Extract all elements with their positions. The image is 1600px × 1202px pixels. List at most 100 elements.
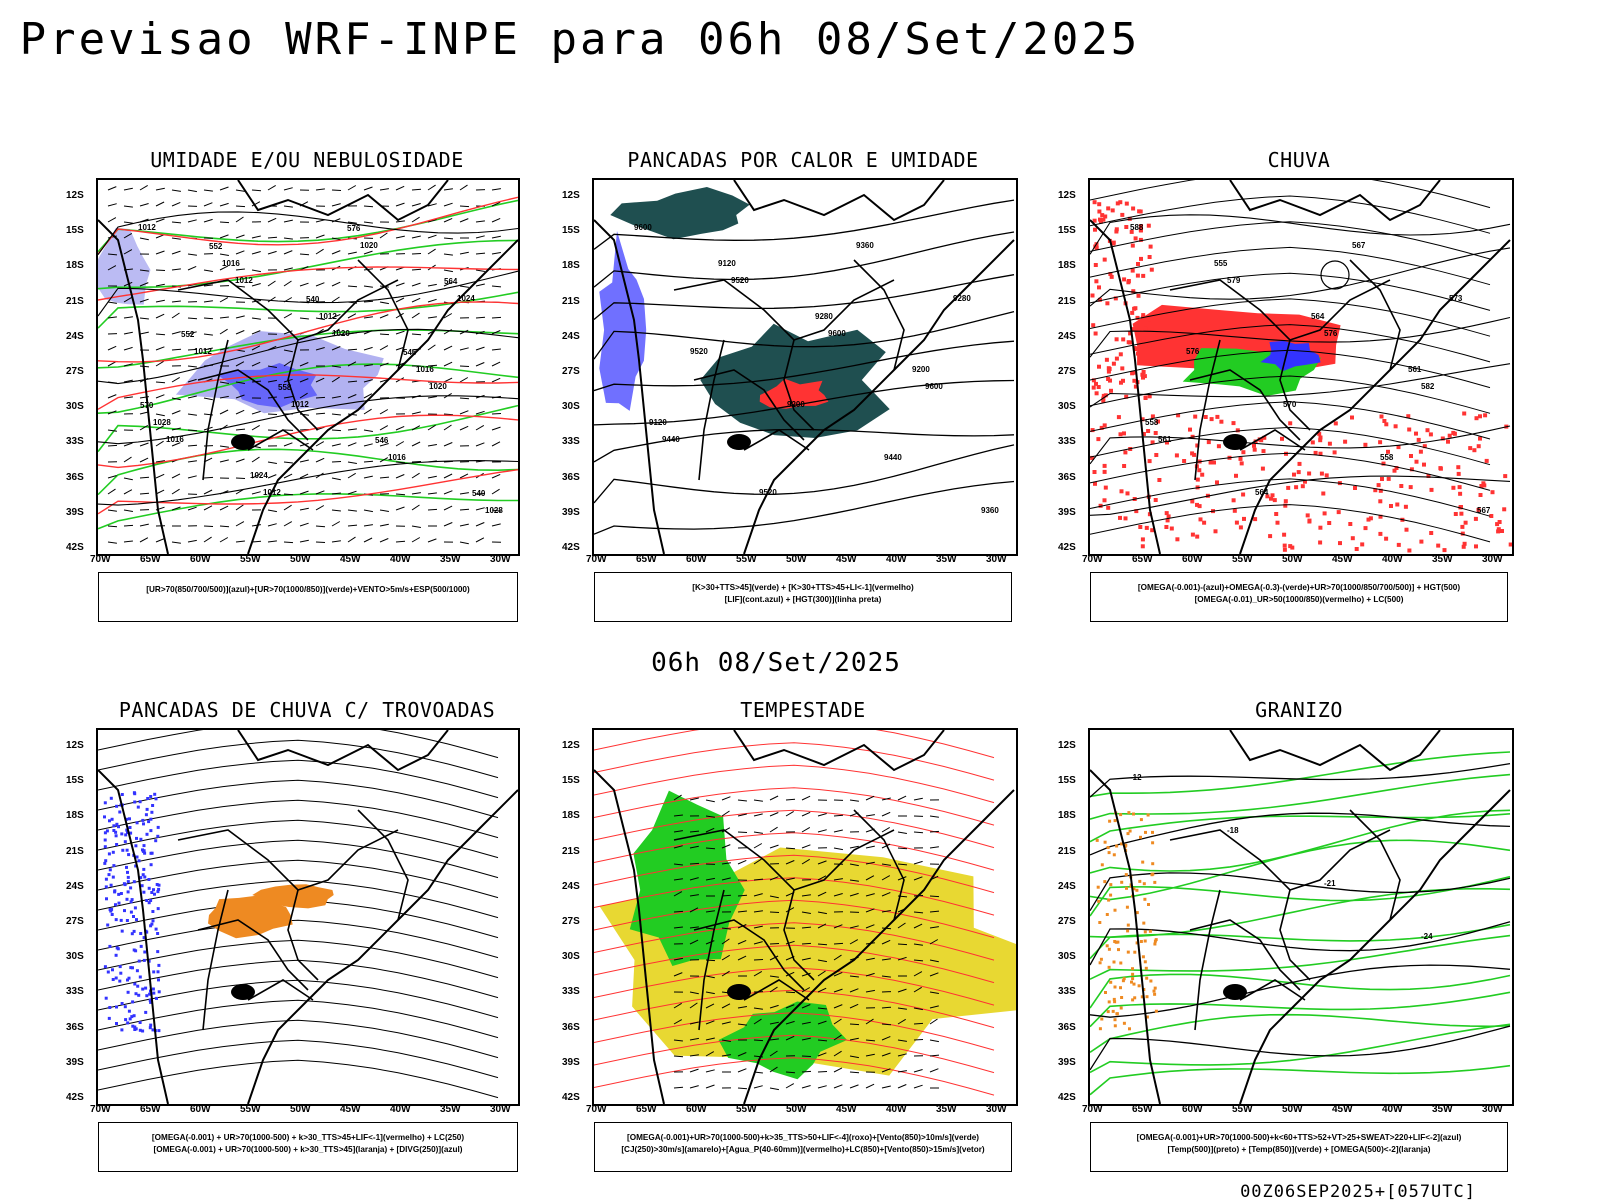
lake [1223,984,1247,1000]
lon-tick-label: 60W [190,554,211,565]
lon-tick-label: 30W [490,1104,511,1115]
lat-tick-label: 21S [66,846,84,857]
legend-line: [CJ(250)>30m/s](amarelo)+[Agua_P(40-60mm… [595,1144,1011,1156]
lon-tick-label: 70W [90,554,111,565]
lon-tick-label: 70W [1082,1104,1103,1115]
contour-label: 1020 [332,329,350,338]
legend-chuva: [OMEGA(-0.001)-(azul)+OMEGA(-0.3)-(verde… [1090,572,1508,622]
lon-tick-label: 35W [936,1104,957,1115]
legend-line: [OMEGA(-0.001)+UR>70(1000-500)+k<60+TTS>… [1091,1132,1507,1144]
lat-tick-label: 36S [562,472,580,483]
panel-title-granizo: GRANIZO [1088,698,1510,722]
lat-tick-label: 21S [562,846,580,857]
lat-tick-label: 30S [562,951,580,962]
lake [231,984,255,1000]
lat-tick-label: 18S [66,810,84,821]
lat-tick-label: 21S [562,296,580,307]
legend-line: [OMEGA(-0.001)-(azul)+OMEGA(-0.3)-(verde… [1091,582,1507,594]
lat-tick-label: 27S [562,916,580,927]
lat-tick-label: 27S [66,916,84,927]
lat-tick-label: 18S [562,810,580,821]
map-tempestade [592,728,1018,1106]
lon-tick-label: 50W [1282,1104,1303,1115]
lon-tick-label: 55W [1232,1104,1253,1115]
legend-trovoadas: [OMEGA(-0.001) + UR>70(1000-500) + k>30_… [98,1122,518,1172]
contour-label: -21 [1324,879,1336,888]
lon-tick-label: 40W [390,554,411,565]
lon-tick-label: 70W [586,554,607,565]
lat-tick-label: 39S [1058,507,1076,518]
legend-granizo: [OMEGA(-0.001)+UR>70(1000-500)+k<60+TTS>… [1090,1122,1508,1172]
legend-line: [K>30+TTS>45](verde) + [K>30+TTS>45+LI<-… [595,582,1011,594]
lat-tick-label: 12S [1058,190,1076,201]
lon-tick-label: 65W [140,554,161,565]
precip-red-speckle [1090,412,1512,553]
lat-tick-label: 12S [66,190,84,201]
map-svg: 1012101210201020101610121020102410121012… [98,180,520,554]
lat-tick-label: 30S [66,401,84,412]
contour-label: 1012 [235,276,253,285]
lon-tick-label: 65W [1132,1104,1153,1115]
lon-tick-label: 30W [490,554,511,565]
legend-line: [OMEGA(-0.001) + UR>70(1000-500) + k>30_… [99,1132,517,1144]
lat-tick-label: 15S [1058,775,1076,786]
contour-label: 9520 [731,276,749,285]
lat-tick-label: 42S [1058,1092,1076,1103]
legend-line: [OMEGA(-0.001) + UR>70(1000-500) + k>30_… [99,1144,517,1156]
coastline [1090,730,1510,1104]
contour-label: -12 [1130,773,1142,782]
instability-south [700,324,889,438]
lat-tick-label: 27S [66,366,84,377]
contour-label: 582 [1421,382,1435,391]
contour-label: 564 [444,277,458,286]
contour-label: 576 [1186,347,1200,356]
lat-tick-label: 15S [1058,225,1076,236]
lon-tick-label: 70W [586,1104,607,1115]
lat-tick-label: 18S [1058,260,1076,271]
lon-tick-label: 40W [390,1104,411,1115]
contour-label: 579 [1227,276,1241,285]
map-svg [98,730,520,1104]
contour-label: 576 [347,224,361,233]
lat-tick-label: 21S [1058,846,1076,857]
lat-tick-label: 27S [562,366,580,377]
contour-label: 1020 [429,382,447,391]
lat-tick-label: 15S [66,225,84,236]
panel-title-chuva: CHUVA [1088,148,1510,172]
lat-tick-label: 39S [562,1057,580,1068]
contour-label: 1012 [138,223,156,232]
contour-label: 576 [1324,329,1338,338]
contour-label: 564 [1311,312,1325,321]
map-svg [594,730,1016,1104]
lon-tick-label: 35W [1432,554,1453,565]
contour-label: 561 [1408,365,1422,374]
legend-line: [OMEGA(-0.01)_UR>50(1000/850)(vermelho) … [1091,594,1507,606]
contour-label: 1028 [485,506,503,515]
lat-tick-label: 39S [66,1057,84,1068]
legend-line: [LIF](cont.azul) + [HGT(300)](linha pret… [595,594,1011,606]
lat-tick-label: 30S [66,951,84,962]
contour-label: 567 [1352,241,1366,250]
lon-tick-label: 60W [686,554,707,565]
lat-tick-label: 39S [1058,1057,1076,1068]
panel-title-tempestade: TEMPESTADE [592,698,1014,722]
lake [1223,434,1247,450]
contour-label: 9280 [815,312,833,321]
lat-tick-label: 36S [1058,472,1076,483]
contour-label: 558 [1145,418,1159,427]
lat-tick-label: 30S [1058,401,1076,412]
legend-pancadas-calor: [K>30+TTS>45](verde) + [K>30+TTS>45+LI<-… [594,572,1012,622]
lat-tick-label: 39S [562,507,580,518]
lat-tick-label: 33S [1058,436,1076,447]
contour-label: 567 [1477,506,1491,515]
lat-tick-label: 21S [1058,296,1076,307]
lat-tick-label: 15S [66,775,84,786]
lat-tick-label: 36S [66,472,84,483]
lat-tick-label: 24S [66,331,84,342]
lon-tick-label: 65W [636,554,657,565]
contour-label: 9360 [981,506,999,515]
contour-label: 1020 [360,241,378,250]
lat-tick-label: 42S [562,1092,580,1103]
